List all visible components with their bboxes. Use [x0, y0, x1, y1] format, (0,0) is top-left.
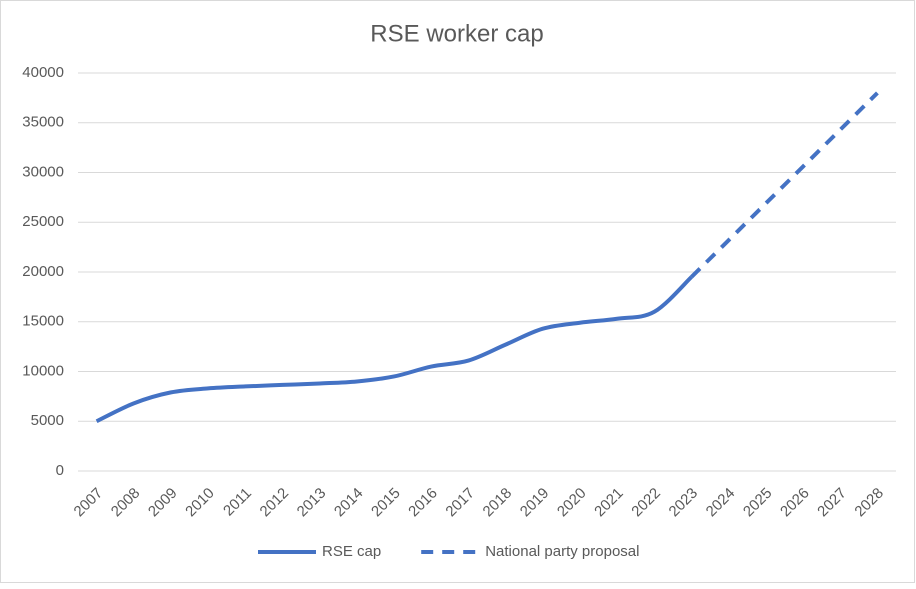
y-tick-label: 40000 — [22, 64, 64, 81]
y-tick-label: 35000 — [22, 114, 64, 131]
legend-label: National party proposal — [485, 543, 639, 560]
chart-title: RSE worker cap — [370, 20, 543, 47]
y-tick-label: 10000 — [22, 362, 64, 379]
y-tick-label: 5000 — [31, 412, 64, 429]
y-tick-label: 20000 — [22, 263, 64, 280]
series-line — [690, 91, 879, 279]
y-tick-label: 0 — [56, 462, 64, 479]
series-line — [95, 275, 693, 424]
y-tick-label: 15000 — [22, 313, 64, 330]
y-tick-label: 30000 — [22, 163, 64, 180]
legend-label: RSE cap — [322, 543, 381, 560]
y-tick-label: 25000 — [22, 213, 64, 230]
